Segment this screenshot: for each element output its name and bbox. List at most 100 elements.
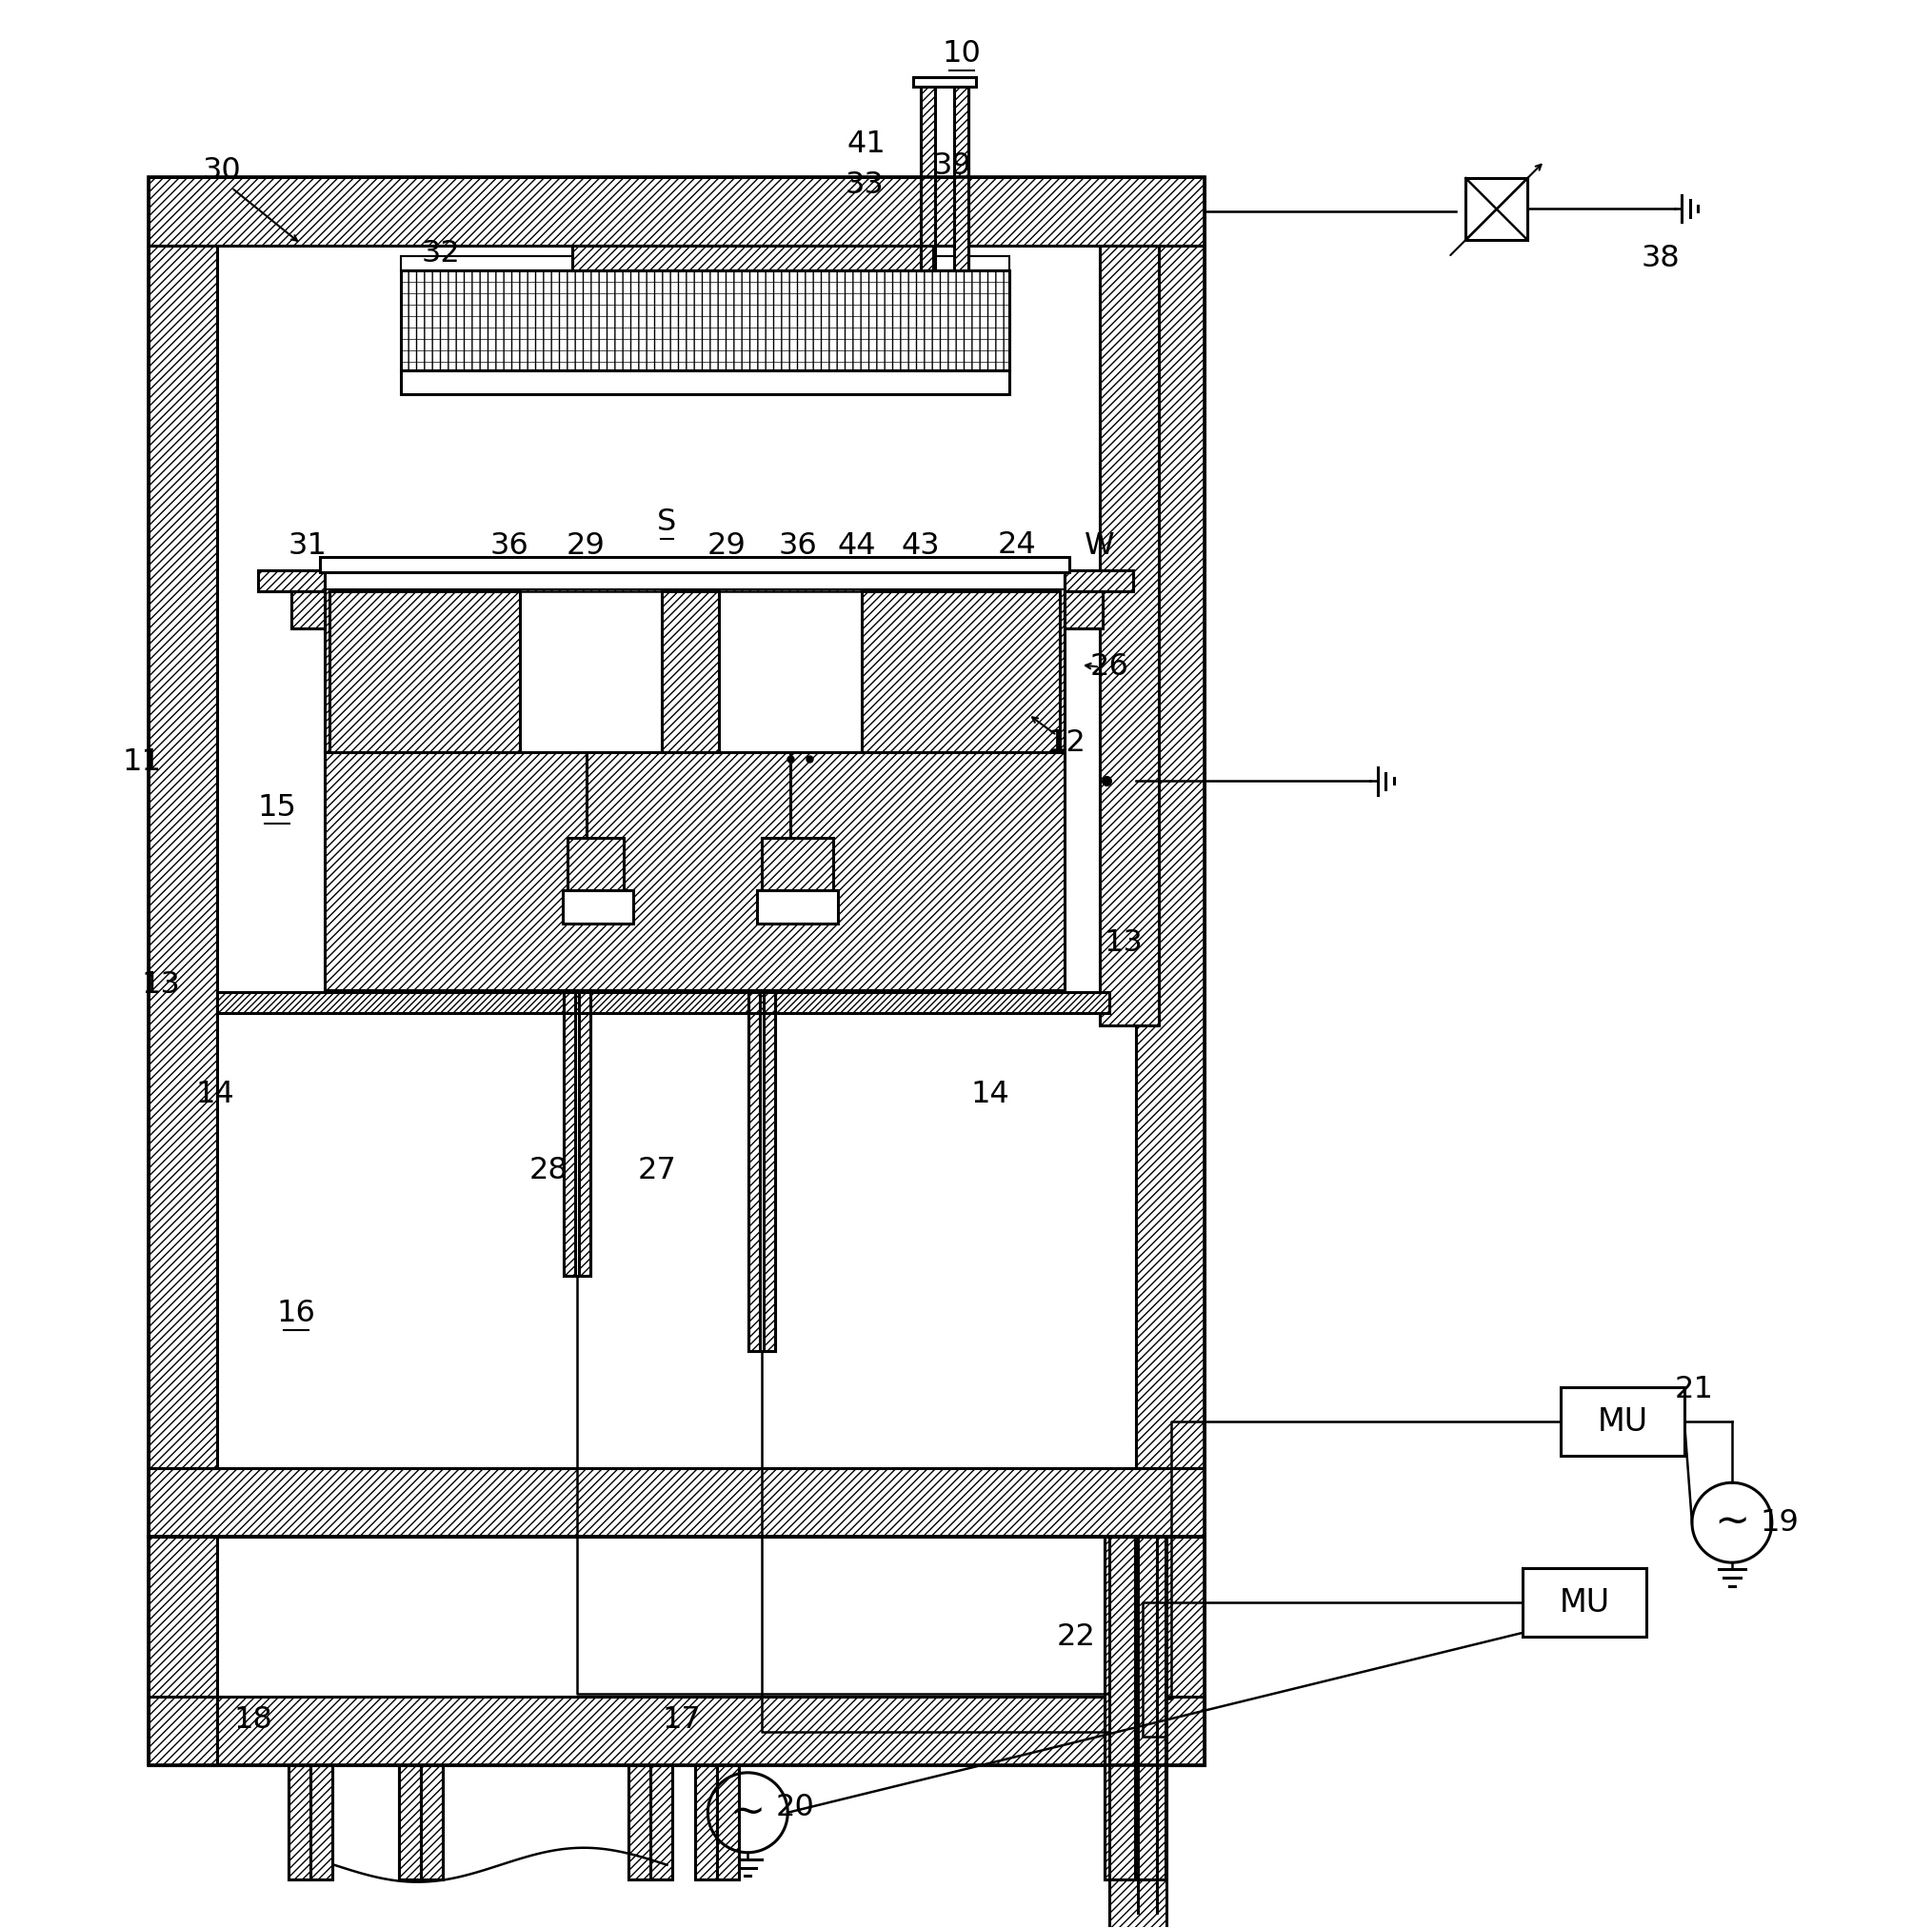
- Bar: [663, 590, 719, 752]
- Bar: [149, 1697, 1204, 1764]
- Bar: [400, 370, 1009, 393]
- Text: 33: 33: [846, 170, 885, 201]
- Bar: [719, 590, 862, 752]
- Bar: [149, 245, 216, 1469]
- Bar: [862, 590, 1059, 752]
- Text: 18: 18: [234, 1706, 272, 1735]
- Bar: [400, 270, 1009, 370]
- Bar: [750, 991, 775, 1352]
- Bar: [259, 571, 325, 590]
- Bar: [1134, 1537, 1165, 1880]
- Bar: [292, 590, 325, 629]
- Text: 31: 31: [288, 532, 327, 561]
- Bar: [1065, 571, 1132, 590]
- Bar: [922, 85, 935, 270]
- Bar: [717, 1764, 740, 1880]
- Bar: [216, 993, 1109, 1012]
- Bar: [651, 1764, 672, 1880]
- Text: 36: 36: [779, 532, 817, 561]
- Bar: [149, 1697, 1204, 1764]
- Text: ~: ~: [730, 1793, 765, 1834]
- Bar: [398, 1764, 442, 1880]
- Bar: [1065, 571, 1132, 590]
- Bar: [1136, 1537, 1204, 1764]
- Bar: [663, 590, 719, 752]
- Bar: [630, 1764, 651, 1880]
- Bar: [1105, 1537, 1167, 1880]
- Bar: [149, 1469, 1204, 1537]
- Bar: [259, 571, 325, 590]
- Text: 32: 32: [421, 239, 460, 268]
- Text: 10: 10: [943, 39, 981, 67]
- Bar: [564, 991, 574, 1276]
- Bar: [696, 1764, 717, 1880]
- Bar: [1105, 1537, 1134, 1880]
- Bar: [149, 1537, 216, 1764]
- Text: 29: 29: [707, 532, 746, 561]
- Bar: [630, 1764, 651, 1880]
- Bar: [578, 991, 589, 1276]
- Bar: [1105, 1537, 1134, 1880]
- Bar: [1109, 1537, 1167, 1928]
- Text: 44: 44: [838, 532, 877, 561]
- Bar: [149, 245, 216, 1469]
- Bar: [578, 991, 589, 1276]
- Bar: [311, 1764, 332, 1880]
- Bar: [1099, 245, 1159, 1026]
- Bar: [922, 85, 968, 270]
- Bar: [1065, 590, 1103, 629]
- Text: 14: 14: [972, 1080, 1010, 1109]
- Bar: [922, 85, 935, 270]
- Text: W: W: [1084, 532, 1115, 561]
- Bar: [149, 1469, 1204, 1537]
- Bar: [292, 590, 325, 629]
- Bar: [862, 590, 1059, 752]
- Text: 36: 36: [489, 532, 529, 561]
- Text: 43: 43: [902, 532, 941, 561]
- Bar: [1065, 590, 1103, 629]
- Bar: [651, 1764, 672, 1880]
- Text: 20: 20: [777, 1793, 815, 1822]
- Text: 11: 11: [122, 748, 162, 777]
- Text: 17: 17: [663, 1706, 701, 1735]
- Bar: [696, 1764, 740, 1880]
- Bar: [717, 1764, 740, 1880]
- Bar: [1466, 177, 1528, 239]
- Text: 41: 41: [848, 129, 887, 158]
- Bar: [328, 590, 520, 752]
- Bar: [1065, 590, 1103, 629]
- Text: MU: MU: [1598, 1406, 1648, 1438]
- Bar: [757, 891, 838, 924]
- Text: ~: ~: [1714, 1502, 1750, 1542]
- Bar: [321, 557, 1068, 573]
- Bar: [520, 590, 663, 752]
- Text: 24: 24: [997, 530, 1036, 559]
- Text: 15: 15: [257, 792, 296, 823]
- Bar: [259, 571, 325, 590]
- Text: 39: 39: [933, 150, 972, 181]
- Bar: [954, 85, 968, 270]
- Bar: [572, 245, 933, 270]
- Bar: [398, 1764, 421, 1880]
- Text: 30: 30: [203, 156, 242, 185]
- Bar: [421, 1764, 442, 1880]
- Bar: [149, 1537, 1204, 1764]
- Bar: [562, 891, 634, 924]
- Text: 16: 16: [276, 1299, 315, 1328]
- Text: 12: 12: [1047, 729, 1086, 758]
- Bar: [1109, 1537, 1167, 1928]
- Bar: [398, 1764, 421, 1880]
- Text: 29: 29: [566, 532, 605, 561]
- Text: 26: 26: [1090, 652, 1128, 683]
- Bar: [149, 177, 1204, 245]
- Bar: [288, 1764, 311, 1880]
- Bar: [288, 1764, 332, 1880]
- Text: 21: 21: [1675, 1375, 1714, 1404]
- Text: 22: 22: [1057, 1621, 1095, 1652]
- Bar: [763, 991, 775, 1352]
- Bar: [696, 1764, 717, 1880]
- Bar: [1099, 245, 1159, 1026]
- Bar: [328, 590, 520, 752]
- Bar: [216, 993, 1109, 1012]
- Text: 14: 14: [195, 1080, 234, 1109]
